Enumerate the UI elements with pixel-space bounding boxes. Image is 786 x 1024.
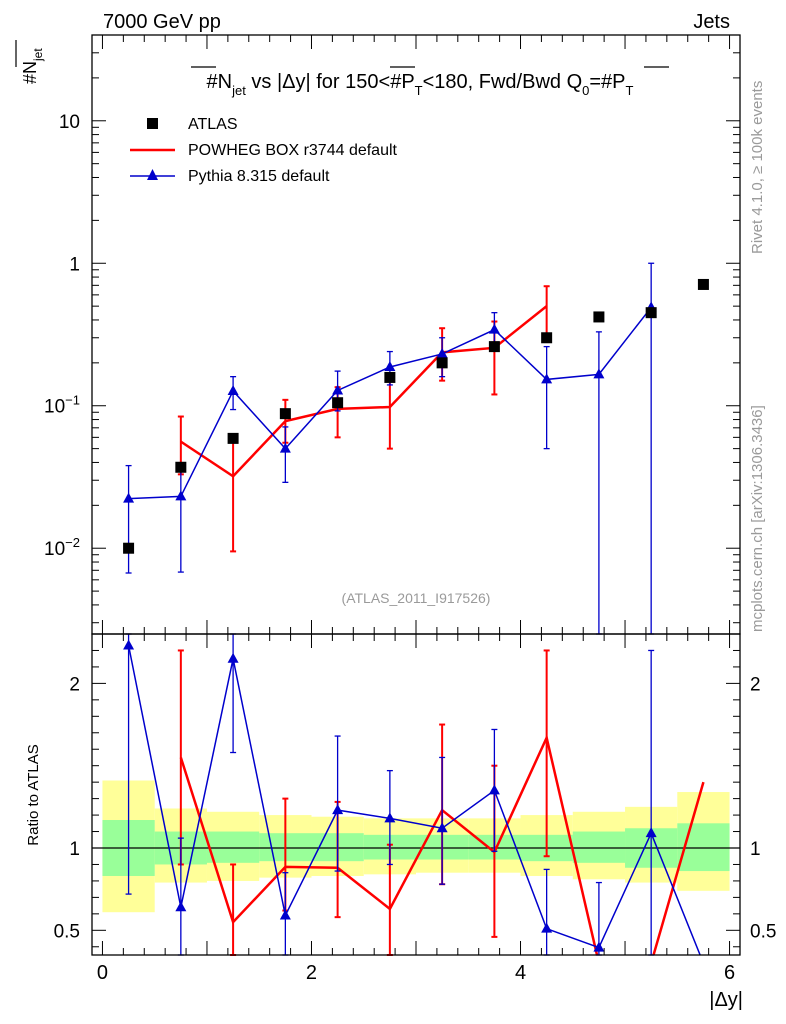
atlas-point (541, 332, 553, 344)
ratio-ytick-label-right: 1 (750, 839, 761, 860)
ratio-xlabel: |Δy| (709, 989, 743, 1011)
pythia-point (123, 492, 135, 503)
xtick-label: 0 (97, 962, 108, 984)
pythia-ratio-point (436, 822, 448, 833)
atlas-point (123, 542, 135, 554)
atlas-point (227, 432, 239, 444)
top-title: #Njet vs |Δy| for 150<#PT<180, Fwd/Bwd Q… (191, 66, 669, 98)
atlas-point (279, 408, 291, 420)
pythia-point (488, 323, 500, 334)
top-ylabel: #Njet (15, 40, 45, 84)
atlas-point (593, 311, 605, 323)
atlas-point (697, 278, 709, 290)
top-ytick-label: 10 (59, 112, 80, 133)
pythia-ratio-point (123, 639, 135, 650)
pythia-ratio-point (384, 812, 396, 823)
atlas-point (384, 371, 396, 383)
ratio-ytick-label-right: 2 (750, 674, 761, 695)
band-inner (677, 823, 730, 872)
ratio-ytick-label: 1 (69, 839, 80, 860)
pythia-ratio-point (541, 922, 553, 933)
pythia-ratio-point (332, 804, 344, 815)
powheg-line (180, 305, 548, 478)
pythia-point (541, 373, 553, 384)
xtick-label: 2 (306, 962, 317, 984)
ratio-frame (91, 633, 741, 956)
legend-atlas-label: ATLAS (188, 116, 238, 133)
pythia-point (593, 368, 605, 379)
atlas-point (332, 397, 344, 409)
pythia-point (279, 442, 291, 453)
svg-text:#Njet vs |Δy| for 150<#PT<180,: #Njet vs |Δy| for 150<#PT<180, Fwd/Bwd Q… (207, 71, 634, 98)
pythia-ratio-point (645, 827, 657, 838)
ratio-ytick-label: 2 (69, 674, 80, 695)
analysis-watermark: (ATLAS_2011_I917526) (342, 590, 491, 606)
atlas-point (175, 461, 187, 473)
ratio-ytick-label-right: 0.5 (750, 921, 776, 942)
pythia-ratio-point (593, 941, 605, 952)
legend-pythia-label: Pythia 8.315 default (188, 168, 330, 185)
atlas-point (645, 307, 657, 319)
rivet-label: Rivet 4.1.0, ≥ 100k events (749, 81, 766, 254)
pythia-point (436, 347, 448, 358)
xtick-label: 4 (515, 962, 526, 984)
legend: ATLAS POWHEG BOX r3744 default Pythia 8.… (130, 116, 398, 185)
pythia-point (384, 361, 396, 372)
ratio-ylabel: Ratio to ATLAS (25, 744, 42, 845)
band-inner (572, 831, 626, 863)
top-ytick-label: 10−1 (44, 393, 80, 418)
band-inner (206, 831, 260, 863)
pythia-point (175, 490, 187, 501)
atlas-point (436, 357, 448, 369)
energy-label: 7000 GeV pp (103, 11, 221, 33)
legend-powheg-label: POWHEG BOX r3744 default (188, 142, 398, 159)
pythia-ratio-line (127, 645, 701, 955)
atlas-point (488, 341, 500, 353)
ratio-ytick-label: 0.5 (54, 921, 80, 942)
legend-pythia-marker (147, 169, 158, 180)
svg-text:#Njet: #Njet (20, 48, 45, 84)
legend-atlas-marker (147, 118, 158, 129)
pythia-point (332, 384, 344, 395)
pythia-ratio-point (488, 784, 500, 795)
top-ytick-label: 1 (69, 254, 80, 275)
pythia-ratio-point (175, 901, 187, 912)
category-label: Jets (693, 11, 730, 33)
pythia-point (227, 384, 239, 395)
pythia-ratio-point (227, 652, 239, 663)
top-ytick-label: 10−2 (44, 535, 80, 560)
pythia-ratio-point (279, 909, 291, 920)
mcplots-label: mcplots.cern.ch [arXiv:1306.3436] (749, 405, 766, 632)
xtick-label: 6 (724, 962, 735, 984)
